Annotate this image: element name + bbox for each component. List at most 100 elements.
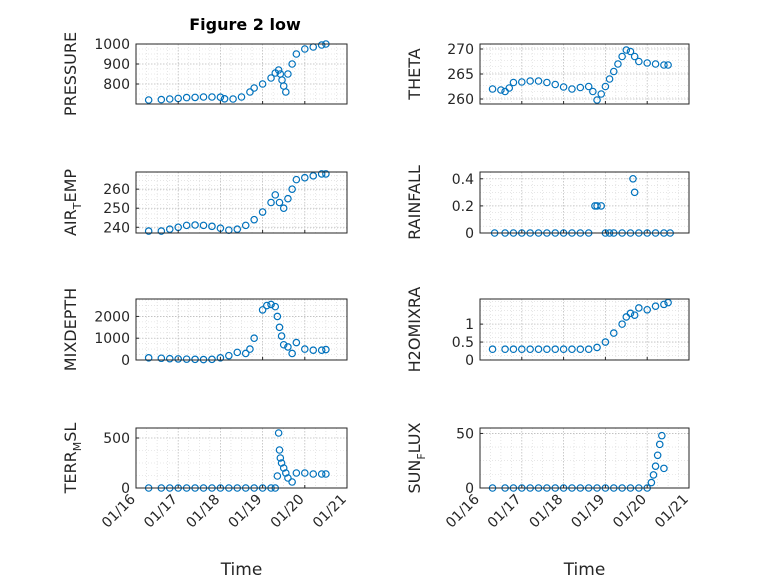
axes-box: [135, 427, 348, 489]
data-point: [309, 470, 318, 478]
data-point: [630, 52, 639, 61]
data-point: [309, 172, 318, 180]
data-point: [267, 74, 275, 82]
data-point: [655, 440, 664, 449]
subplot-4: 0 0.2 0.4 RAINFALL: [405, 165, 690, 242]
data-point: [660, 61, 668, 69]
data-point: [263, 301, 271, 310]
data-point: [300, 345, 309, 353]
y-tick-label: 0: [121, 353, 130, 369]
data-point: [233, 225, 242, 233]
data-point: [517, 78, 526, 86]
subplot-6: 0 0.5 1 H2OMIXRA: [405, 287, 690, 372]
subplot-5: 0 1000 2000 MIXDEPTH: [61, 288, 348, 371]
data-point: [630, 311, 639, 319]
data-point: [593, 343, 601, 352]
y-tick-label: 0: [121, 481, 130, 497]
y-tick-label: 500: [103, 431, 130, 447]
data-point: [635, 304, 643, 312]
data-point: [643, 305, 652, 314]
data-point: [488, 345, 497, 354]
data-point: [300, 45, 309, 53]
data-point: [225, 351, 233, 360]
data-point: [300, 173, 309, 182]
x-axis-label: Time: [220, 560, 263, 580]
data-point: [605, 75, 614, 83]
data-point: [660, 464, 668, 473]
data-point: [199, 93, 208, 101]
data-point: [526, 345, 534, 354]
data-point: [144, 96, 153, 104]
data-point: [501, 345, 509, 354]
x-tick-label: 01/20: [610, 492, 650, 532]
data-point: [273, 312, 282, 321]
data-point: [630, 188, 639, 197]
subplot-8: 01/16 01/17 01/18 01/19 01/20 01/21 0 50 SUNFLUX…: [405, 422, 692, 580]
data-point: [250, 215, 258, 224]
data-point: [559, 345, 568, 354]
data-point: [233, 348, 242, 357]
y-axis-label: PRESSURE: [61, 32, 80, 116]
y-tick-label: 260: [447, 92, 474, 108]
axes-box: [135, 298, 348, 361]
data-point: [551, 345, 560, 354]
data-point: [288, 185, 296, 193]
data-point: [543, 78, 551, 87]
data-point: [618, 320, 626, 328]
data-point: [317, 346, 326, 354]
data-point: [651, 60, 660, 68]
data-point: [208, 222, 216, 231]
data-point: [288, 60, 296, 68]
data-point: [216, 93, 225, 102]
data-point: [322, 345, 330, 354]
data-point: [322, 170, 330, 178]
data-point: [165, 354, 174, 363]
data-point: [292, 469, 301, 477]
axes-box: [479, 171, 690, 234]
x-tick-label: 01/17: [141, 492, 181, 532]
data-point: [191, 93, 199, 102]
data-point: [274, 66, 283, 74]
data-point: [534, 77, 543, 85]
data-point: [157, 95, 166, 104]
y-tick-label: 265: [447, 67, 474, 83]
x-tick-label: 01/20: [268, 492, 308, 532]
y-tick-label: 900: [103, 57, 130, 73]
axes-box: [479, 427, 690, 489]
y-tick-label: 0.2: [452, 199, 474, 215]
data-point: [559, 83, 568, 91]
data-point: [191, 221, 199, 229]
data-point: [626, 47, 635, 56]
data-point: [250, 84, 258, 92]
data-point: [609, 329, 618, 337]
data-point: [647, 478, 656, 487]
y-tick-label: 0: [465, 481, 474, 497]
y-tick-label: 250: [103, 201, 130, 217]
y-tick-label: 800: [103, 77, 130, 93]
data-point: [622, 46, 631, 54]
data-point: [284, 474, 292, 482]
data-point: [309, 346, 318, 354]
data-point: [144, 227, 153, 235]
data-point: [276, 454, 285, 462]
data-point: [157, 227, 166, 235]
data-point: [273, 472, 282, 480]
data-point: [258, 306, 267, 314]
data-point: [601, 338, 610, 346]
data-point: [509, 345, 518, 354]
data-point: [267, 300, 275, 309]
axes-box: [135, 171, 348, 234]
data-point: [216, 354, 225, 362]
data-point: [317, 470, 326, 478]
data-point: [629, 174, 637, 183]
y-tick-label: 1000: [94, 331, 130, 347]
x-tick-label: 01/17: [485, 492, 525, 532]
data-point: [597, 202, 606, 210]
axes-box: [135, 43, 348, 105]
x-tick-label: 01/18: [183, 492, 223, 532]
x-tick-label: 01/21: [310, 492, 350, 532]
data-point: [322, 470, 330, 478]
x-tick-label: 01/16: [99, 491, 139, 531]
data-point: [292, 338, 301, 347]
data-point: [144, 354, 153, 362]
